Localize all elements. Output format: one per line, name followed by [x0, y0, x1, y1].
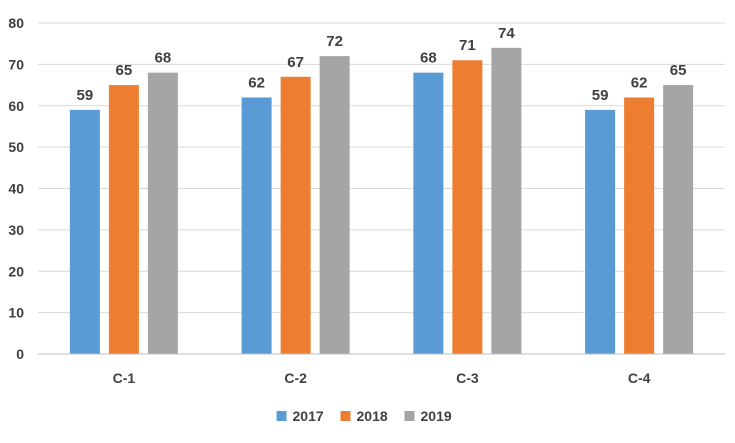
data-label: 59 [592, 87, 609, 104]
data-label: 68 [420, 50, 437, 67]
legend-swatch [340, 411, 351, 421]
data-label: 67 [287, 54, 304, 71]
y-tick-label: 50 [8, 139, 24, 155]
bar-2018-C-3 [452, 60, 483, 355]
gridlines [38, 22, 725, 314]
legend: 2017 2018 2019 [276, 408, 452, 424]
bar-2017-C-1 [69, 109, 100, 354]
data-labels: 59 65 68 62 67 72 68 71 74 59 62 65 [77, 25, 687, 104]
data-label: 62 [631, 74, 648, 91]
bar-2018-C-4 [624, 97, 655, 354]
y-tick-label: 60 [8, 98, 24, 114]
bar-2017-C-4 [585, 109, 616, 354]
y-tick-label: 20 [8, 263, 24, 279]
x-category-label: C-3 [456, 370, 479, 386]
bar-2017-C-2 [241, 97, 272, 354]
y-tick-label: 70 [8, 56, 24, 72]
x-category-label: C-2 [284, 370, 307, 386]
bar-2018-C-2 [280, 76, 311, 354]
bar-2018-C-1 [108, 85, 139, 354]
legend-item-2018[interactable]: 2018 [340, 408, 388, 424]
y-tick-label: 40 [8, 181, 24, 197]
legend-item-2017[interactable]: 2017 [276, 408, 324, 424]
data-label: 62 [248, 74, 265, 91]
data-label: 59 [77, 87, 94, 104]
data-label: 74 [498, 25, 515, 42]
bar-2019-C-4 [663, 85, 694, 354]
data-label: 65 [116, 62, 133, 79]
y-tick-label: 80 [8, 15, 24, 31]
y-tick-label: 0 [16, 346, 24, 362]
bars [69, 47, 694, 355]
legend-label: 2019 [421, 408, 452, 424]
bar-2019-C-1 [147, 72, 178, 355]
bar-2019-C-2 [319, 56, 350, 354]
x-category-label: C-4 [628, 370, 651, 386]
y-tick-label: 10 [8, 305, 24, 321]
legend-item-2019[interactable]: 2019 [404, 408, 452, 424]
bar-2017-C-3 [413, 72, 444, 355]
bar-2019-C-3 [491, 47, 522, 354]
data-label: 71 [459, 37, 476, 54]
data-label: 68 [155, 50, 172, 67]
data-label: 72 [326, 33, 343, 50]
y-axis: 0 10 20 30 40 50 60 70 80 [8, 15, 24, 362]
legend-swatch [276, 411, 287, 421]
legend-label: 2018 [357, 408, 388, 424]
data-label: 65 [670, 62, 687, 79]
legend-swatch [404, 411, 415, 421]
legend-label: 2017 [293, 408, 324, 424]
x-axis: C-1 C-2 C-3 C-4 [38, 353, 725, 386]
x-category-label: C-1 [113, 370, 136, 386]
y-tick-label: 30 [8, 222, 24, 238]
